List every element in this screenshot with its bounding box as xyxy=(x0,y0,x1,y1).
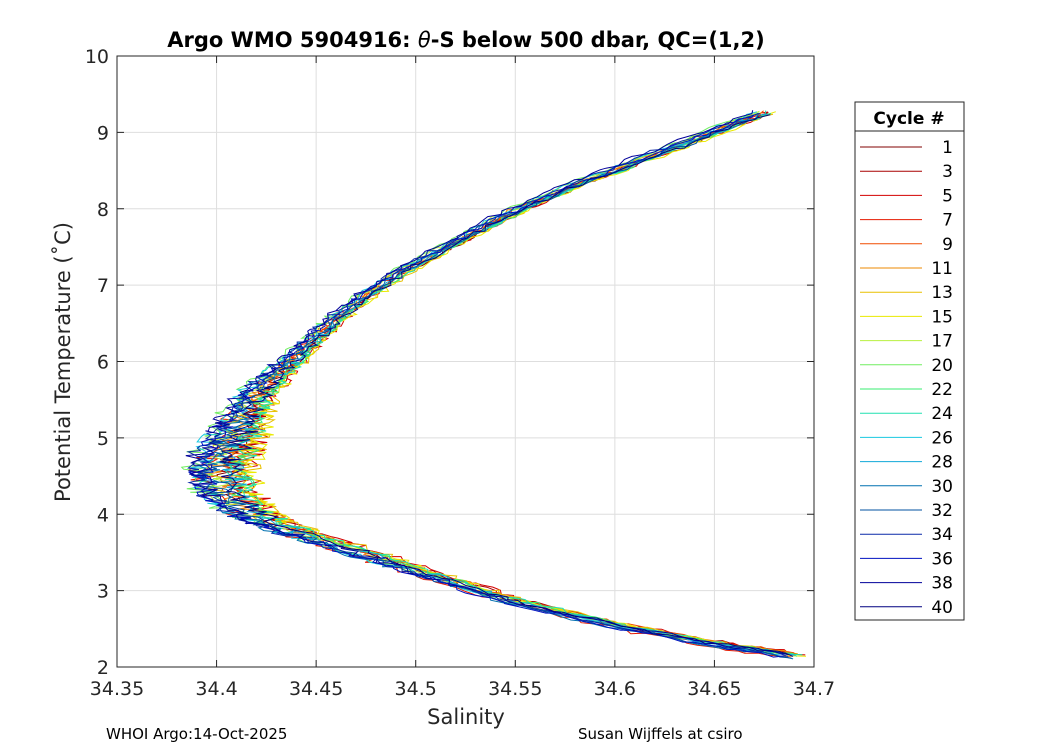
x-ticks: 34.35 34.4 34.45 34.5 34.55 34.6 34.65 34.7 xyxy=(90,56,835,700)
x-axis-label: Salinity xyxy=(427,705,505,729)
y-tick-label: 3 xyxy=(97,581,109,603)
y-tick-label: 2 xyxy=(97,657,109,679)
y-tick-label: 10 xyxy=(85,46,109,68)
series-line-cycle-40 xyxy=(219,114,794,657)
series-group xyxy=(180,110,807,660)
y-tick-label: 4 xyxy=(97,504,109,526)
legend-label-28: 28 xyxy=(931,453,953,473)
legend-label-38: 38 xyxy=(931,574,953,594)
legend-label-7: 7 xyxy=(942,211,953,231)
y-tick-label: 9 xyxy=(97,122,109,144)
x-tick-label: 34.55 xyxy=(488,678,542,700)
legend-box xyxy=(854,101,965,621)
x-tick-label: 34.5 xyxy=(395,678,437,700)
y-tick-label: 8 xyxy=(97,199,109,221)
chart-title-theta: θ xyxy=(418,28,431,52)
legend-label-20: 20 xyxy=(931,356,953,376)
footer-credit-left: WHOI Argo:14-Oct-2025 xyxy=(106,725,288,743)
legend-label-1: 1 xyxy=(942,138,953,158)
legend-label-32: 32 xyxy=(931,501,953,521)
chart-title: Argo WMO 5904916: θ-S below 500 dbar, QC… xyxy=(167,28,764,52)
y-ticks: 2 3 4 5 6 7 8 9 10 xyxy=(85,46,814,679)
series-line-cycle-24 xyxy=(223,110,803,656)
x-tick-label: 34.45 xyxy=(289,678,343,700)
chart-title-prefix: Argo WMO 5904916: xyxy=(167,28,418,52)
x-tick-label: 34.7 xyxy=(793,678,835,700)
series-line-cycle-28 xyxy=(215,113,796,656)
legend: Cycle # 13579111315172022242628303234363… xyxy=(854,101,965,621)
chart-title-suffix: -S below 500 dbar, QC=(1,2) xyxy=(431,28,765,52)
x-tick-label: 34.65 xyxy=(687,678,741,700)
legend-title: Cycle # xyxy=(873,109,944,129)
legend-label-24: 24 xyxy=(931,404,953,424)
legend-label-40: 40 xyxy=(931,598,953,618)
y-axis-label: Potential Temperature (˚C) xyxy=(51,222,75,502)
x-tick-label: 34.35 xyxy=(90,678,144,700)
footer-credit-right: Susan Wijffels at csiro xyxy=(578,725,743,743)
y-tick-label: 7 xyxy=(97,275,109,297)
legend-label-22: 22 xyxy=(931,380,953,400)
legend-label-9: 9 xyxy=(942,235,953,255)
x-tick-label: 34.6 xyxy=(594,678,636,700)
legend-label-17: 17 xyxy=(931,332,953,352)
legend-label-36: 36 xyxy=(931,549,953,569)
legend-label-15: 15 xyxy=(931,307,953,327)
legend-label-30: 30 xyxy=(931,477,953,497)
x-tick-label: 34.4 xyxy=(195,678,237,700)
y-tick-label: 6 xyxy=(97,352,109,374)
legend-label-3: 3 xyxy=(942,162,953,182)
series-line-cycle-32 xyxy=(197,114,792,659)
y-tick-label: 5 xyxy=(97,428,109,450)
legend-label-13: 13 xyxy=(931,283,953,303)
legend-label-5: 5 xyxy=(942,186,953,206)
series-line-cycle-38 xyxy=(185,110,789,656)
legend-label-34: 34 xyxy=(931,525,953,545)
legend-label-11: 11 xyxy=(931,259,953,279)
legend-label-26: 26 xyxy=(931,428,953,448)
